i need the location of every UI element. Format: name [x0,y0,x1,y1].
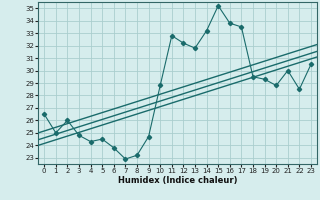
X-axis label: Humidex (Indice chaleur): Humidex (Indice chaleur) [118,176,237,185]
